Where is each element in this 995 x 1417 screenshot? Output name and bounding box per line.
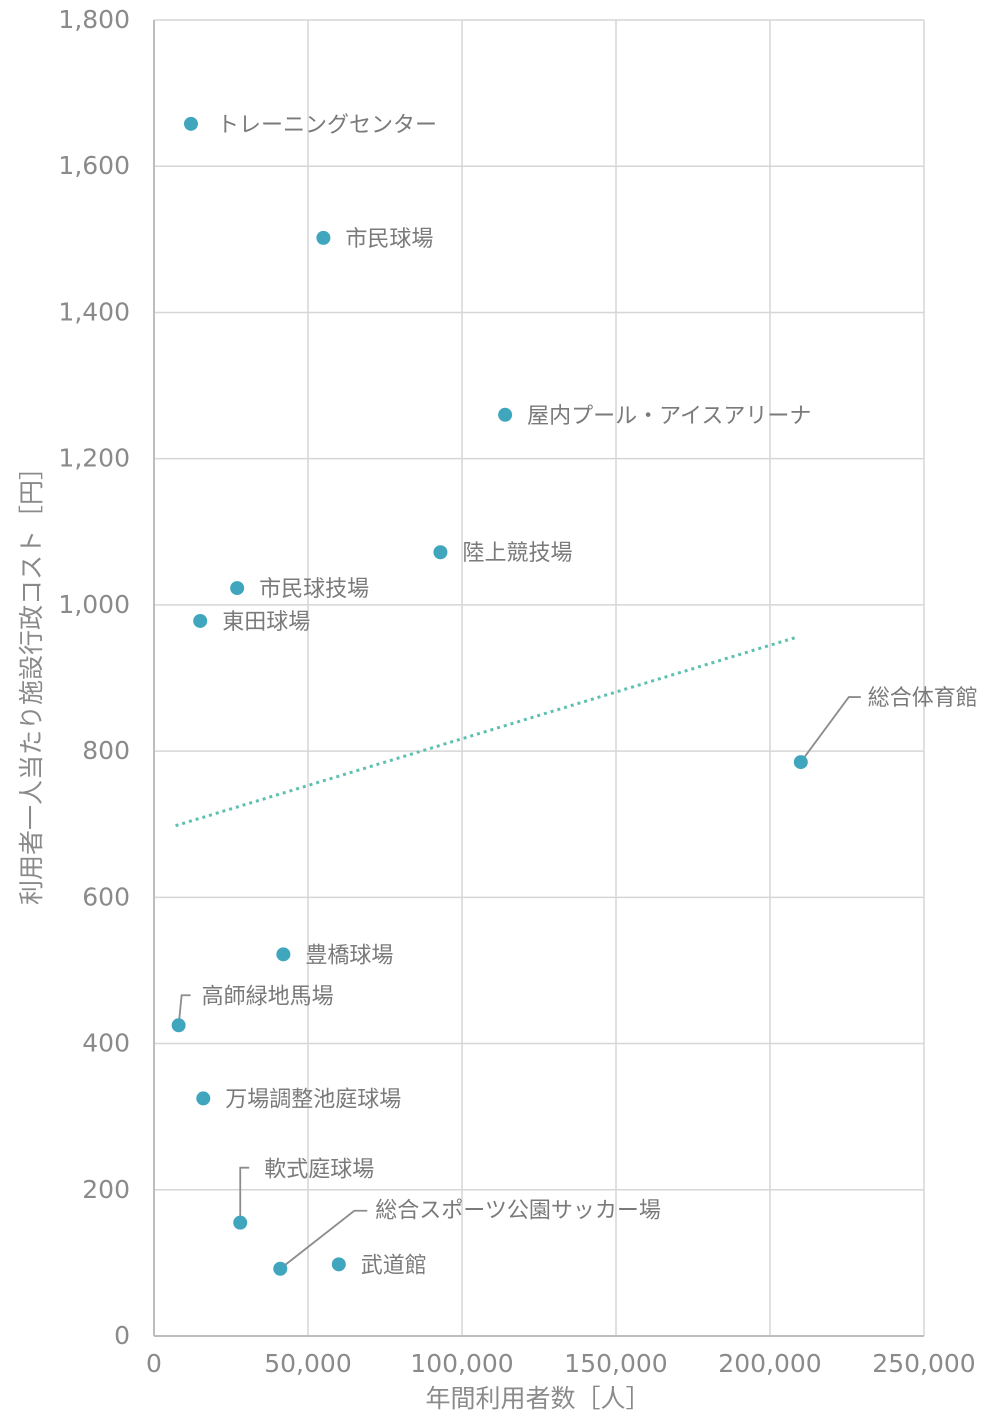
x-tick-label: 200,000	[718, 1349, 821, 1378]
y-tick-label: 1,600	[58, 151, 130, 180]
leader-lines	[177, 696, 861, 1270]
point-label: 万場調整池庭球場	[225, 1087, 401, 1112]
scatter-point	[276, 947, 291, 962]
scatter-point	[331, 1257, 346, 1272]
trendline-group	[175, 636, 796, 828]
point-label: 高師緑地馬場	[202, 984, 334, 1009]
point-label: 豊橋球場	[305, 943, 393, 968]
scatter-point	[498, 407, 513, 422]
point-label: 総合体育館	[868, 686, 978, 711]
scatter-point	[196, 1091, 211, 1106]
scatter-point	[193, 613, 208, 628]
point-label: 東田球場	[222, 610, 310, 635]
x-axis-title: 年間利用者数［人］	[425, 1384, 650, 1413]
x-tick-label: 50,000	[264, 1349, 351, 1378]
point-label: 武道館	[361, 1253, 427, 1278]
point-label: 市民球場	[345, 227, 433, 252]
scatter-point	[433, 545, 448, 560]
scatter-point	[230, 581, 245, 596]
x-tick-label: 250,000	[872, 1349, 975, 1378]
leader-line	[279, 1209, 368, 1270]
scatter-point	[233, 1215, 248, 1230]
leader-line	[239, 1166, 250, 1223]
y-tick-label: 1,400	[58, 297, 130, 326]
point-labels: トレーニングセンター市民球場屋内プール・アイスアリーナ陸上競技場市民球技場東田球…	[202, 113, 978, 1279]
y-tick-label: 800	[82, 736, 130, 765]
trendline	[175, 636, 796, 828]
y-tick-label: 1,200	[58, 444, 130, 473]
axes	[153, 20, 924, 1337]
grid	[153, 19, 925, 1337]
point-label: 市民球技場	[259, 577, 369, 602]
scatter-point	[316, 230, 331, 245]
scatter-point	[273, 1261, 288, 1276]
x-tick-label: 0	[146, 1349, 162, 1378]
scatter-point	[171, 1018, 186, 1033]
y-tick-label: 200	[82, 1175, 130, 1204]
x-tick-label: 100,000	[410, 1349, 513, 1378]
y-tick-label: 1,800	[58, 5, 130, 34]
point-label: トレーニングセンター	[217, 113, 437, 138]
scatter-point	[793, 755, 808, 770]
y-tick-label: 1,000	[58, 590, 130, 619]
leader-line	[800, 696, 861, 763]
point-label: 陸上競技場	[462, 541, 572, 566]
point-label: 総合スポーツ公園サッカー場	[375, 1199, 661, 1224]
y-tick-label: 600	[82, 882, 130, 911]
leader-line	[177, 994, 191, 1026]
data-points	[171, 116, 808, 1276]
point-label: 軟式庭球場	[264, 1158, 374, 1183]
x-tick-label: 150,000	[564, 1349, 667, 1378]
tick-labels: 0 50,000 100,000 150,000 200,000 250,000 0 200 4…	[58, 5, 975, 1378]
scatter-point	[183, 116, 198, 131]
y-tick-label: 0	[114, 1321, 130, 1350]
y-tick-label: 400	[82, 1029, 130, 1058]
y-axis-title: 利用者一人当たり施設行政コスト［円］	[17, 455, 46, 905]
point-label: 屋内プール・アイスアリーナ	[527, 404, 811, 429]
